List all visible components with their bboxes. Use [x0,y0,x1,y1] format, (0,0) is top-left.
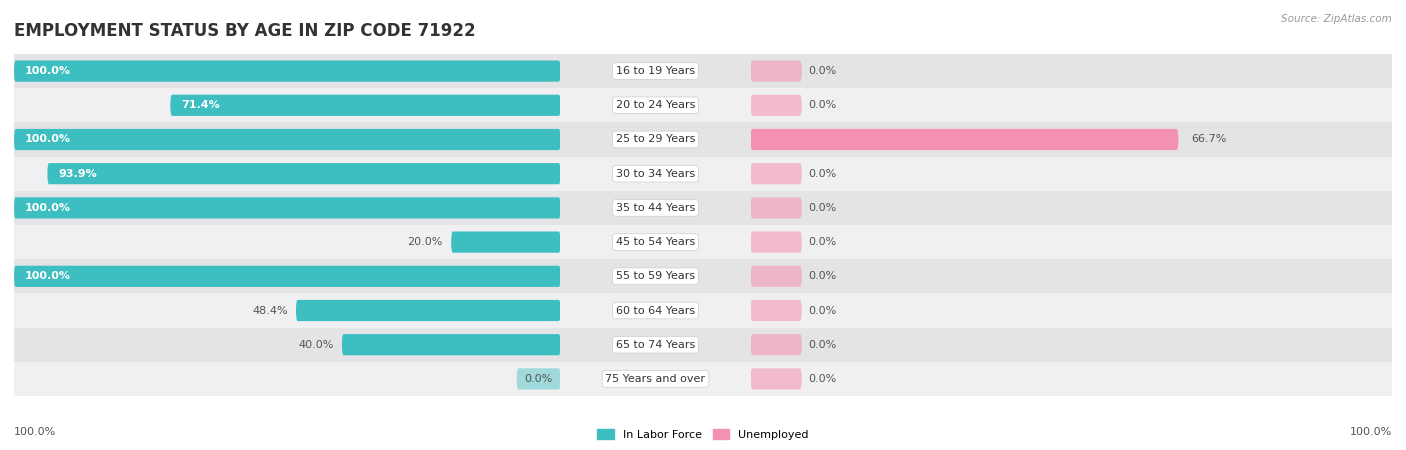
Bar [561,191,751,225]
Bar [751,293,1392,328]
Text: 45 to 54 Years: 45 to 54 Years [616,237,695,247]
Text: 100.0%: 100.0% [25,203,70,213]
Text: 35 to 44 Years: 35 to 44 Years [616,203,695,213]
Text: 55 to 59 Years: 55 to 59 Years [616,271,695,281]
FancyBboxPatch shape [751,231,801,253]
Text: 100.0%: 100.0% [1350,427,1392,437]
Text: 93.9%: 93.9% [58,169,97,179]
Text: EMPLOYMENT STATUS BY AGE IN ZIP CODE 71922: EMPLOYMENT STATUS BY AGE IN ZIP CODE 719… [14,22,475,40]
Text: 75 Years and over: 75 Years and over [606,374,706,384]
Bar [14,362,561,396]
Text: 0.0%: 0.0% [808,374,837,384]
FancyBboxPatch shape [14,60,561,82]
Legend: In Labor Force, Unemployed: In Labor Force, Unemployed [593,425,813,445]
Bar [14,293,561,328]
Bar [751,259,1392,293]
Text: 0.0%: 0.0% [524,374,553,384]
Text: 60 to 64 Years: 60 to 64 Years [616,306,695,315]
Bar [751,362,1392,396]
Text: Source: ZipAtlas.com: Source: ZipAtlas.com [1281,14,1392,23]
Bar [561,225,751,259]
FancyBboxPatch shape [342,334,561,356]
Bar [561,328,751,362]
Bar [561,362,751,396]
Bar [14,191,561,225]
FancyBboxPatch shape [14,266,561,287]
FancyBboxPatch shape [751,60,801,82]
Bar [751,191,1392,225]
Bar [14,54,561,88]
Text: 0.0%: 0.0% [808,306,837,315]
Bar [561,157,751,191]
FancyBboxPatch shape [170,94,561,116]
Text: 0.0%: 0.0% [808,100,837,110]
FancyBboxPatch shape [297,300,561,321]
Text: 40.0%: 40.0% [298,340,333,350]
Bar [751,54,1392,88]
Bar [14,157,561,191]
FancyBboxPatch shape [48,163,561,184]
FancyBboxPatch shape [14,197,561,219]
Text: 30 to 34 Years: 30 to 34 Years [616,169,695,179]
FancyBboxPatch shape [14,129,561,150]
Bar [561,88,751,122]
Bar [561,259,751,293]
Text: 48.4%: 48.4% [252,306,288,315]
Bar [14,328,561,362]
Text: 100.0%: 100.0% [25,66,70,76]
Text: 100.0%: 100.0% [25,271,70,281]
Text: 0.0%: 0.0% [808,203,837,213]
FancyBboxPatch shape [751,94,801,116]
Text: 20 to 24 Years: 20 to 24 Years [616,100,695,110]
Text: 65 to 74 Years: 65 to 74 Years [616,340,695,350]
Bar [14,259,561,293]
Text: 0.0%: 0.0% [808,237,837,247]
Text: 25 to 29 Years: 25 to 29 Years [616,135,695,144]
FancyBboxPatch shape [751,163,801,184]
Bar [561,122,751,157]
FancyBboxPatch shape [751,300,801,321]
FancyBboxPatch shape [751,334,801,356]
Text: 20.0%: 20.0% [408,237,443,247]
FancyBboxPatch shape [751,368,801,390]
Bar [561,293,751,328]
Text: 0.0%: 0.0% [808,340,837,350]
Bar [751,225,1392,259]
Bar [14,88,561,122]
Text: 0.0%: 0.0% [808,169,837,179]
FancyBboxPatch shape [751,197,801,219]
Text: 66.7%: 66.7% [1191,135,1226,144]
Text: 0.0%: 0.0% [808,271,837,281]
FancyBboxPatch shape [451,231,561,253]
Text: 16 to 19 Years: 16 to 19 Years [616,66,695,76]
Bar [561,54,751,88]
Bar [751,157,1392,191]
Bar [14,122,561,157]
Text: 0.0%: 0.0% [808,66,837,76]
FancyBboxPatch shape [751,266,801,287]
Bar [14,225,561,259]
FancyBboxPatch shape [517,368,561,390]
Bar [751,88,1392,122]
Bar [751,328,1392,362]
Bar [751,122,1392,157]
Text: 71.4%: 71.4% [181,100,219,110]
FancyBboxPatch shape [751,129,1178,150]
Text: 100.0%: 100.0% [25,135,70,144]
Text: 100.0%: 100.0% [14,427,56,437]
